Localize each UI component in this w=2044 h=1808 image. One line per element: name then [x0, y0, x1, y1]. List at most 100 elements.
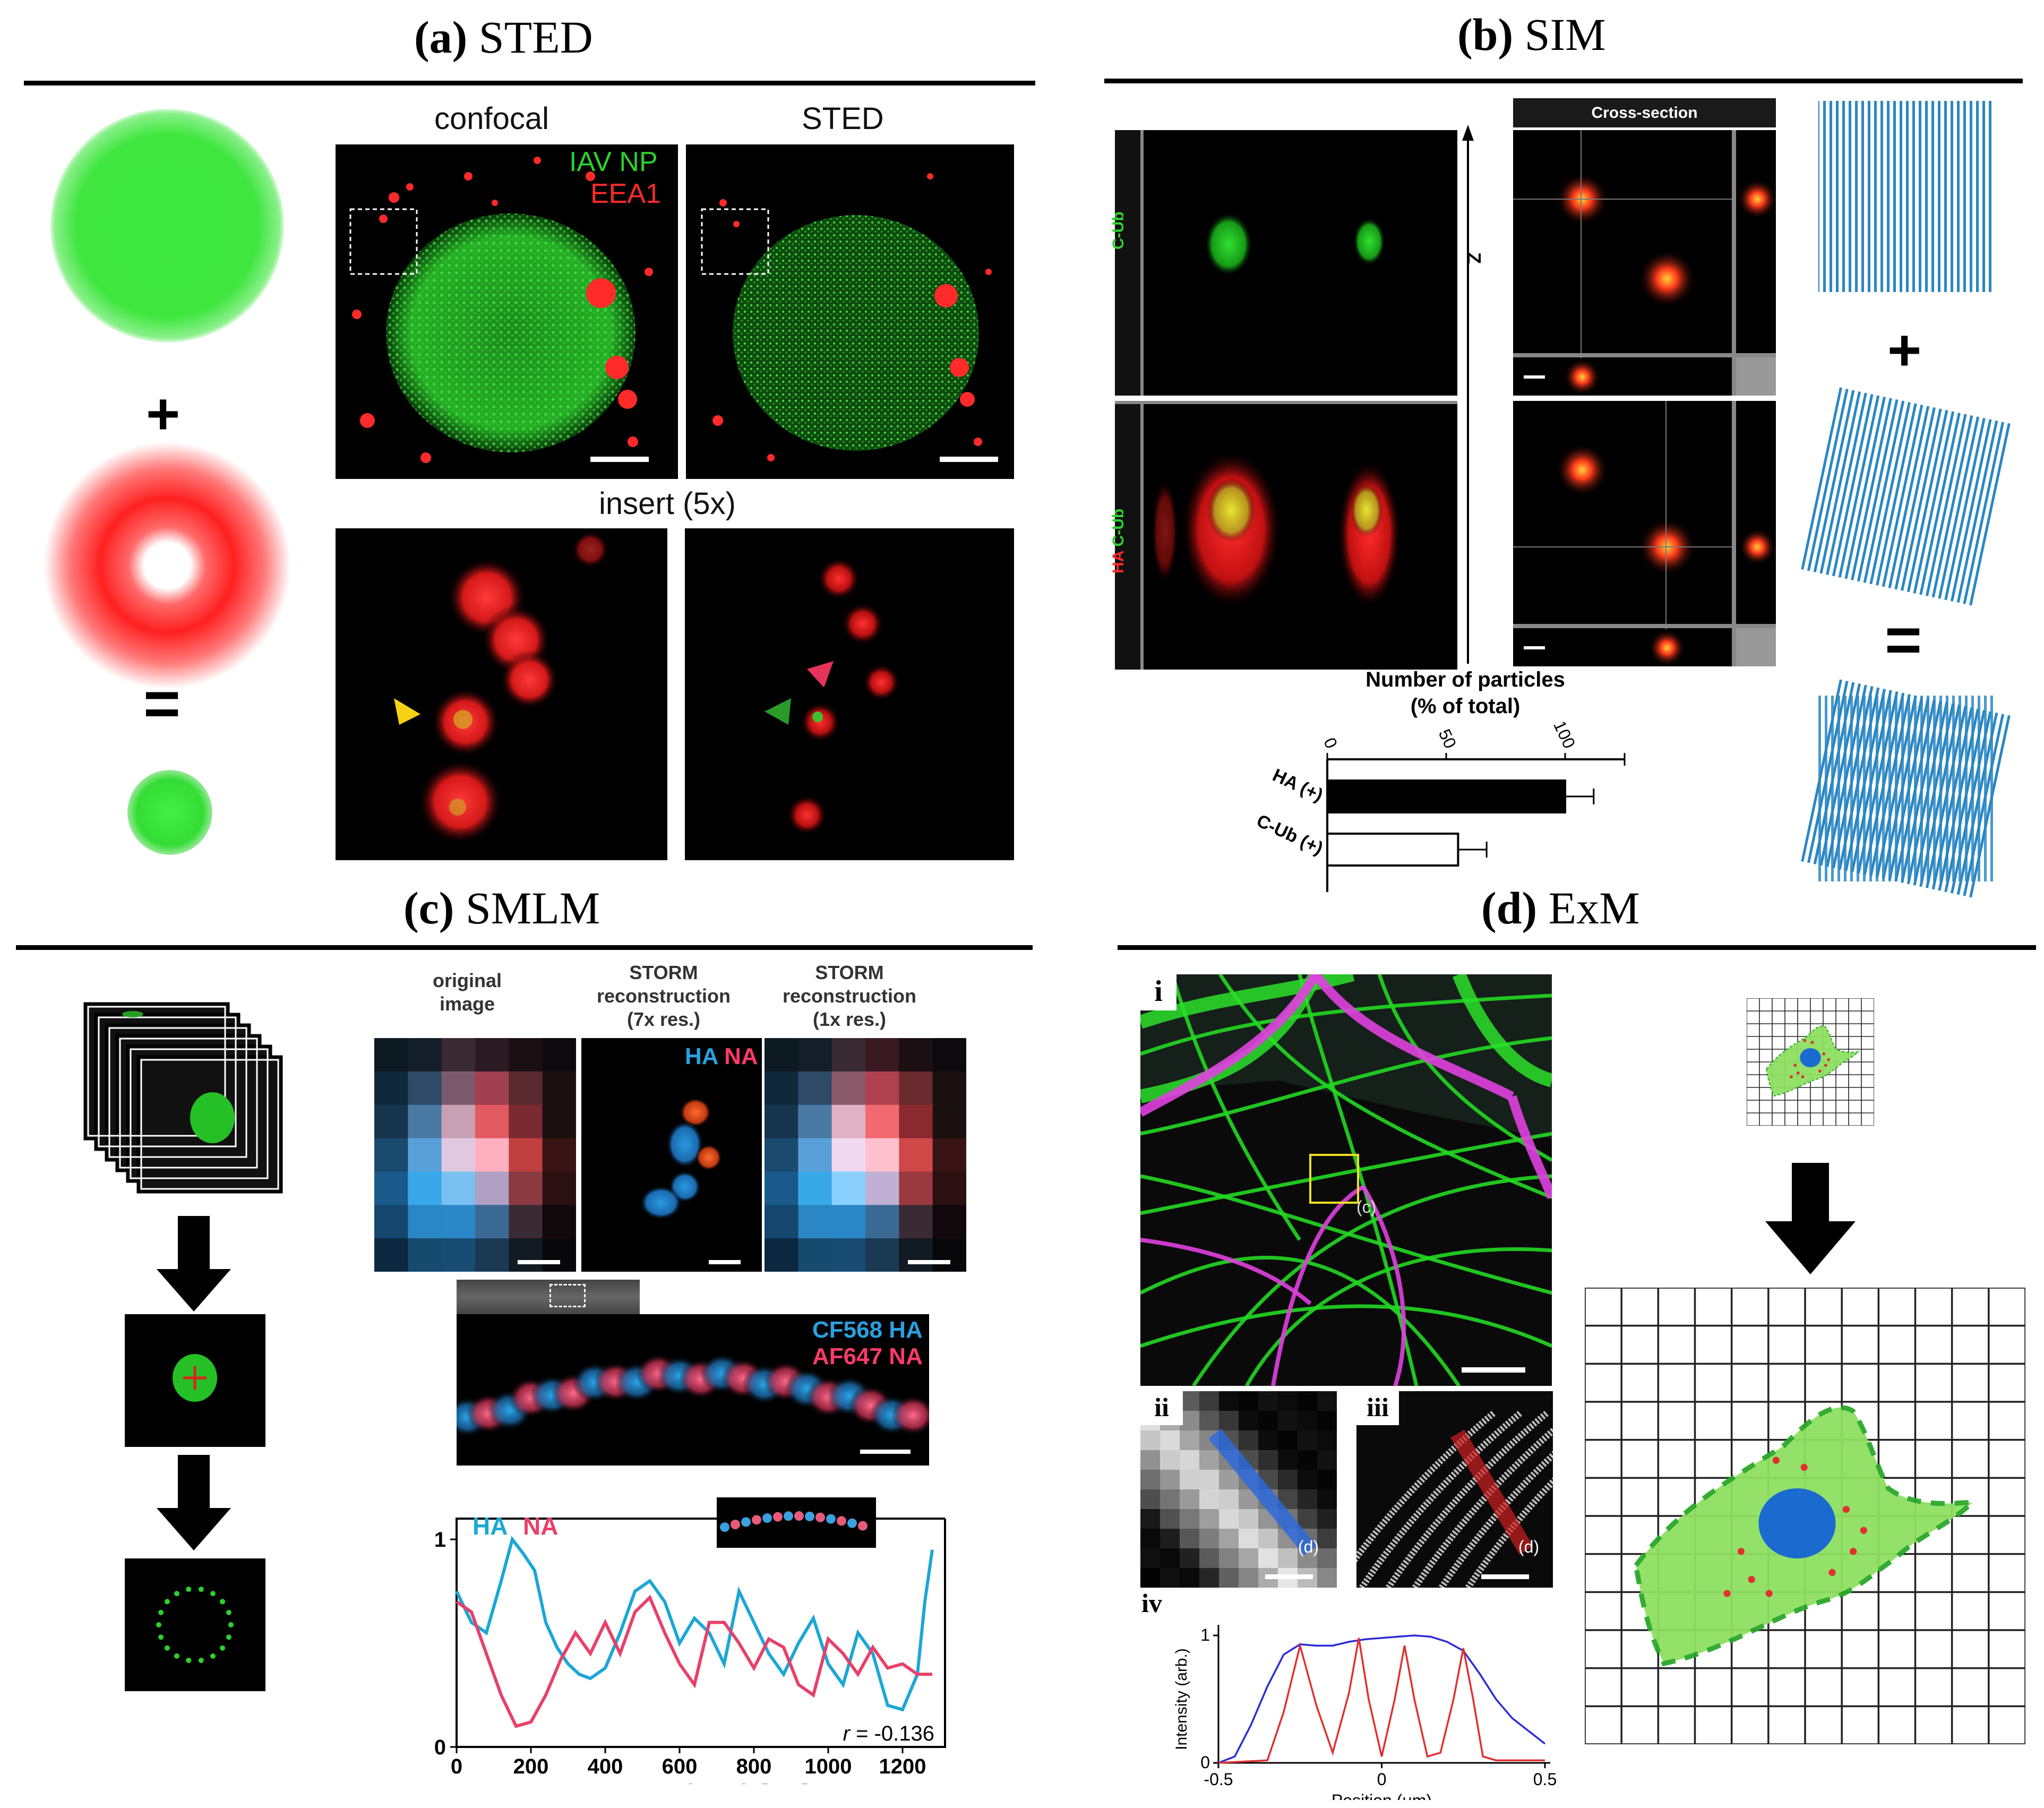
pixel [899, 1205, 933, 1239]
cross-section-header: Cross-section [1513, 98, 1776, 127]
contour-legend-na: NA [523, 1512, 558, 1540]
pixel [899, 1071, 933, 1106]
thick-filament [1452, 974, 1552, 1087]
ring-dot [210, 1653, 216, 1659]
line-profile-ii [1208, 1428, 1317, 1556]
exm-roi-d-label-iii: (d) [1518, 1537, 1540, 1556]
storm-1x-header-line3: (1x res.) [812, 1008, 887, 1030]
filament-segment [891, 1395, 929, 1436]
contour-inset-dot [805, 1511, 814, 1521]
pixel [509, 1038, 543, 1072]
confocal-label: confocal [434, 101, 549, 136]
cell-particle [1803, 1039, 1807, 1042]
scale-bar [908, 1260, 950, 1264]
pixel [1199, 1568, 1219, 1588]
panel-b-name: SIM [1524, 9, 1606, 60]
pixel [865, 1205, 900, 1239]
original-image-header: original image [388, 969, 547, 1016]
pixel [932, 1138, 966, 1172]
contour-x-tick-label: 400 [588, 1755, 623, 1778]
cross-section-image-1 [1513, 130, 1776, 396]
pixel [1239, 1411, 1259, 1431]
expanded-cell [1585, 1288, 2025, 1744]
original-pixel-image [374, 1038, 576, 1272]
ring-dot [228, 1622, 234, 1627]
pixel [1317, 1509, 1337, 1529]
contour-inset-dot [773, 1512, 783, 1522]
intensity-profile-chart: -0.500.501Position (μm)Intensity (arb.) [1173, 1625, 1557, 1800]
pixel [1199, 1470, 1219, 1490]
filament-strand [1465, 1477, 1553, 1588]
cell-nucleus [1800, 1048, 1821, 1067]
microtubule [1244, 1247, 1552, 1386]
pixel [1317, 1450, 1337, 1470]
ring-dot [198, 1587, 204, 1592]
localization-drawing [173, 1354, 217, 1402]
particles-bar-chart: 0 50 100 HA (+) C-Ub (+) [1253, 722, 1626, 892]
pixel [408, 1171, 442, 1206]
ring-dot [174, 1591, 179, 1597]
pixel [798, 1038, 832, 1072]
cell-particle [1800, 1463, 1808, 1471]
depletion-donut-psf [42, 441, 292, 690]
pixel [1258, 1529, 1278, 1549]
bar-chart-title: Number of particles (% of total) [1354, 666, 1577, 719]
pixel [408, 1238, 442, 1272]
panel-c-letter: (c) [403, 882, 454, 933]
panel-b-rule [1104, 79, 2023, 83]
af647-na-label: AF647 NA [812, 1343, 923, 1369]
contour-inset-dot [847, 1518, 857, 1528]
pixel [798, 1138, 832, 1172]
confocal-insert-drawing [394, 531, 609, 844]
pixel [475, 1038, 510, 1072]
microtubule [1140, 1036, 1552, 1136]
pixel [475, 1205, 510, 1239]
filament-strand [1439, 1451, 1553, 1588]
pixel [1278, 1430, 1298, 1451]
pixel [509, 1238, 543, 1272]
contour-inset-dot [858, 1521, 868, 1531]
ring-dot [198, 1657, 204, 1663]
pixel [1140, 1548, 1161, 1569]
panel-a-title: (a) STED [414, 11, 593, 64]
filament-strand [1386, 1410, 1550, 1588]
contour-x-tick-label: 200 [513, 1755, 549, 1778]
magenta-filament [1311, 974, 1515, 1101]
contour-profile-chart: 0 200 400 600 800 1000 1200 0 1 contour length [n… [434, 1497, 946, 1784]
ring-dot [186, 1657, 192, 1663]
storm-7x-header: STORM reconstruction (7x res.) [573, 961, 754, 1031]
cell-particle [1824, 1064, 1827, 1067]
pixel [1160, 1489, 1180, 1510]
pixel [1317, 1470, 1337, 1490]
pixel [765, 1171, 799, 1206]
microtubule [1140, 1132, 1552, 1215]
pixel [1219, 1529, 1239, 1549]
pixel [374, 1205, 409, 1239]
pre-expansion-cell [1747, 998, 1874, 1126]
pixel [1239, 1391, 1259, 1411]
sted-cell-image [686, 144, 1014, 479]
exm-roi-box [1309, 1154, 1359, 1204]
pixel [1140, 1529, 1161, 1549]
frame-stack [83, 1002, 283, 1194]
pixel [509, 1104, 543, 1139]
ring-dot [220, 1645, 226, 1651]
microtubule [1377, 974, 1552, 1162]
contour-x-tick-label: 1200 [879, 1755, 926, 1778]
pixel [475, 1138, 510, 1172]
pixel [1160, 1430, 1180, 1451]
storm-1x-header-line2: reconstruction [782, 985, 917, 1007]
exm-y-tick-label: 0 [1200, 1753, 1210, 1772]
exm-roi-d-label-ii: (d) [1298, 1537, 1319, 1556]
pixel [374, 1238, 409, 1272]
pixel [765, 1071, 799, 1106]
contour-series-HA [455, 1536, 934, 1712]
pixel [542, 1138, 576, 1172]
panel-c-title: (c) SMLM [403, 881, 600, 935]
pixel [1140, 1489, 1161, 1510]
pixel [542, 1104, 576, 1139]
pixel [831, 1071, 866, 1106]
pixel [1239, 1568, 1259, 1588]
pixel [798, 1205, 832, 1239]
sim-pattern-rotated [1801, 387, 2011, 606]
